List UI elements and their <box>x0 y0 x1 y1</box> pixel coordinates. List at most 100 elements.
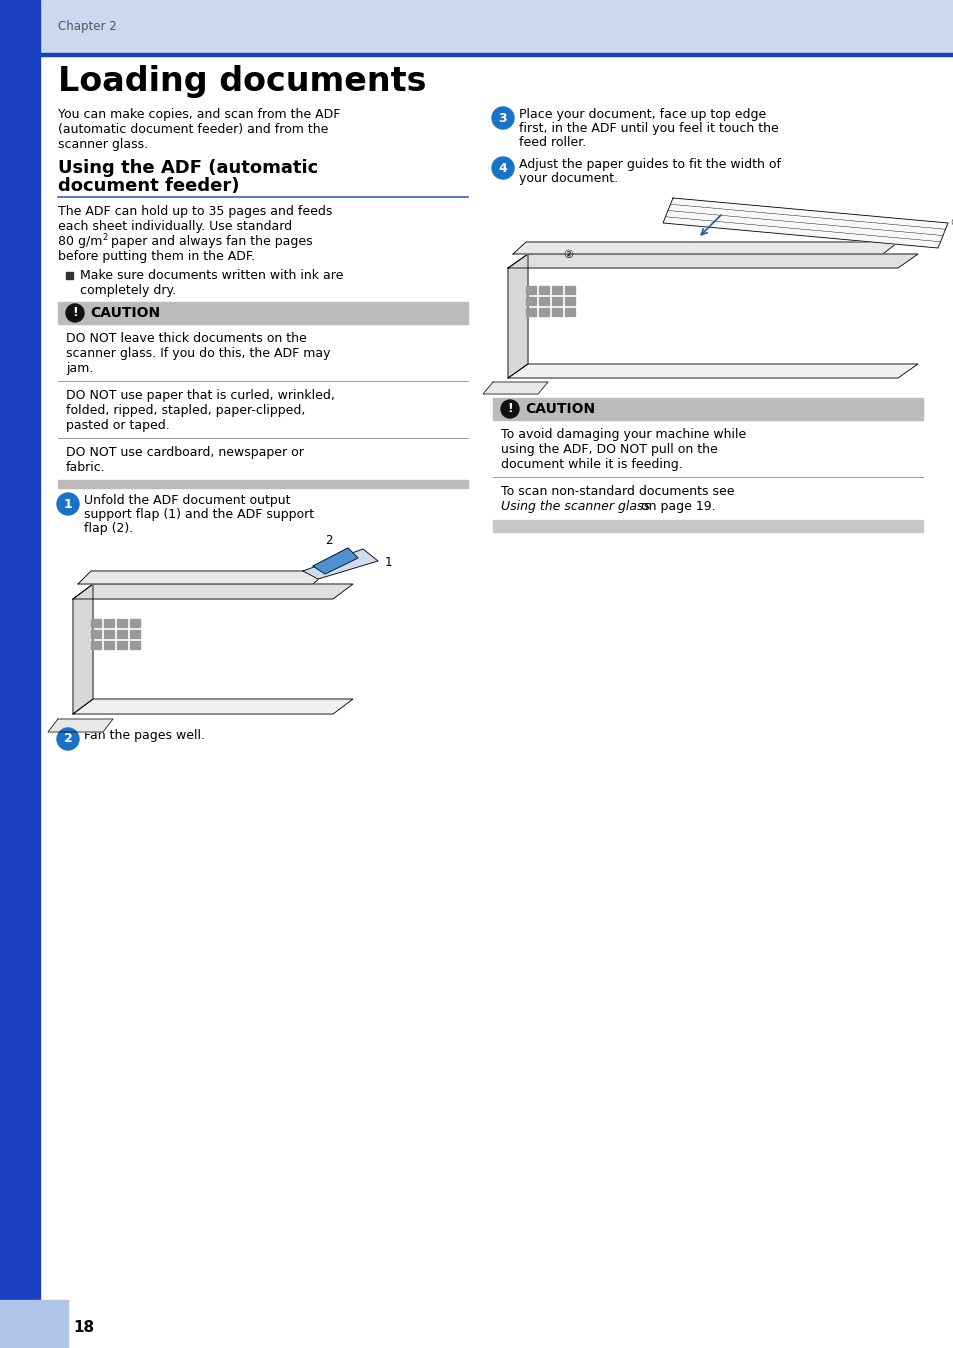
Bar <box>564 286 575 294</box>
Text: support flap (1) and the ADF support: support flap (1) and the ADF support <box>84 508 314 520</box>
Bar <box>58 302 468 324</box>
Text: Using the ADF (automatic: Using the ADF (automatic <box>58 159 318 177</box>
Text: Chapter 2: Chapter 2 <box>58 20 116 32</box>
Text: fabric.: fabric. <box>66 461 106 474</box>
Text: 3: 3 <box>498 112 507 124</box>
Polygon shape <box>507 253 917 268</box>
Bar <box>117 619 127 627</box>
Text: each sheet individually. Use standard: each sheet individually. Use standard <box>58 220 292 233</box>
Polygon shape <box>73 700 353 714</box>
Bar <box>552 297 561 305</box>
Text: DO NOT leave thick documents on the: DO NOT leave thick documents on the <box>66 332 307 345</box>
Text: document feeder): document feeder) <box>58 177 239 195</box>
Text: first, in the ADF until you feel it touch the: first, in the ADF until you feel it touc… <box>518 123 778 135</box>
Polygon shape <box>303 549 377 580</box>
Text: To scan non-standard documents see: To scan non-standard documents see <box>500 485 734 497</box>
Circle shape <box>57 493 79 515</box>
Text: Loading documents: Loading documents <box>58 65 426 98</box>
Bar <box>130 630 140 638</box>
Text: before putting them in the ADF.: before putting them in the ADF. <box>58 249 254 263</box>
Text: ①: ① <box>949 218 953 228</box>
Text: The ADF can hold up to 35 pages and feeds: The ADF can hold up to 35 pages and feed… <box>58 205 332 218</box>
Circle shape <box>66 305 84 322</box>
Text: DO NOT use paper that is curled, wrinkled,: DO NOT use paper that is curled, wrinkle… <box>66 390 335 402</box>
Bar <box>0 0 953 57</box>
Circle shape <box>492 106 514 129</box>
Text: folded, ripped, stapled, paper-clipped,: folded, ripped, stapled, paper-clipped, <box>66 404 305 417</box>
Polygon shape <box>78 572 328 584</box>
Bar <box>564 307 575 315</box>
Bar <box>493 520 923 532</box>
Polygon shape <box>662 198 947 248</box>
Bar <box>0 1299 68 1348</box>
Bar <box>58 480 468 488</box>
Text: Make sure documents written with ink are: Make sure documents written with ink are <box>80 270 343 282</box>
Text: Using the scanner glass: Using the scanner glass <box>500 500 649 514</box>
Polygon shape <box>507 253 527 377</box>
Polygon shape <box>73 584 353 599</box>
Bar <box>104 619 113 627</box>
Bar <box>130 619 140 627</box>
Text: on page 19.: on page 19. <box>637 500 715 514</box>
Text: pasted or taped.: pasted or taped. <box>66 419 170 431</box>
Text: Fan the pages well.: Fan the pages well. <box>84 729 205 741</box>
Text: feed roller.: feed roller. <box>518 136 586 150</box>
Text: 1: 1 <box>64 497 72 511</box>
Text: completely dry.: completely dry. <box>80 284 176 297</box>
Text: ②: ② <box>562 249 573 260</box>
Bar <box>0 53 953 57</box>
Text: jam.: jam. <box>66 363 93 375</box>
Circle shape <box>500 400 518 418</box>
Bar <box>538 297 548 305</box>
Bar <box>117 630 127 638</box>
Circle shape <box>492 156 514 179</box>
Text: Unfold the ADF document output: Unfold the ADF document output <box>84 493 291 507</box>
Text: 2: 2 <box>325 534 333 547</box>
Text: 2: 2 <box>64 732 72 745</box>
Text: 80 g/m: 80 g/m <box>58 235 102 248</box>
Polygon shape <box>73 584 92 714</box>
Polygon shape <box>507 364 917 377</box>
Circle shape <box>57 728 79 749</box>
Text: paper and always fan the pages: paper and always fan the pages <box>107 235 313 248</box>
Text: CAUTION: CAUTION <box>524 402 595 417</box>
Text: scanner glass.: scanner glass. <box>58 137 148 151</box>
Text: 1: 1 <box>385 555 392 569</box>
Text: document while it is feeding.: document while it is feeding. <box>500 458 682 470</box>
Text: your document.: your document. <box>518 173 618 185</box>
Text: DO NOT use cardboard, newspaper or: DO NOT use cardboard, newspaper or <box>66 446 304 460</box>
Bar <box>493 398 923 421</box>
Text: 4: 4 <box>498 162 507 174</box>
Text: flap (2).: flap (2). <box>84 522 133 535</box>
Text: 2: 2 <box>102 233 107 243</box>
Bar <box>538 307 548 315</box>
Text: (automatic document feeder) and from the: (automatic document feeder) and from the <box>58 123 328 136</box>
Bar <box>117 642 127 648</box>
Bar <box>525 297 536 305</box>
Text: scanner glass. If you do this, the ADF may: scanner glass. If you do this, the ADF m… <box>66 346 330 360</box>
Text: using the ADF, DO NOT pull on the: using the ADF, DO NOT pull on the <box>500 443 717 456</box>
Text: You can make copies, and scan from the ADF: You can make copies, and scan from the A… <box>58 108 340 121</box>
Polygon shape <box>313 549 357 574</box>
Text: CAUTION: CAUTION <box>90 306 160 319</box>
Bar <box>538 286 548 294</box>
Bar <box>104 642 113 648</box>
Text: !: ! <box>72 306 78 319</box>
Polygon shape <box>482 381 547 394</box>
Bar <box>91 630 101 638</box>
Bar <box>564 297 575 305</box>
Bar <box>66 272 73 279</box>
Polygon shape <box>48 718 112 732</box>
Bar <box>104 630 113 638</box>
Text: 18: 18 <box>73 1321 94 1336</box>
Text: !: ! <box>507 403 513 415</box>
Text: Place your document, face up top edge: Place your document, face up top edge <box>518 108 765 121</box>
Bar <box>0 0 40 1348</box>
Text: Adjust the paper guides to fit the width of: Adjust the paper guides to fit the width… <box>518 158 781 171</box>
Text: To avoid damaging your machine while: To avoid damaging your machine while <box>500 429 745 441</box>
Bar <box>91 642 101 648</box>
Bar <box>525 286 536 294</box>
Bar <box>91 619 101 627</box>
Polygon shape <box>513 243 897 253</box>
Bar <box>552 286 561 294</box>
